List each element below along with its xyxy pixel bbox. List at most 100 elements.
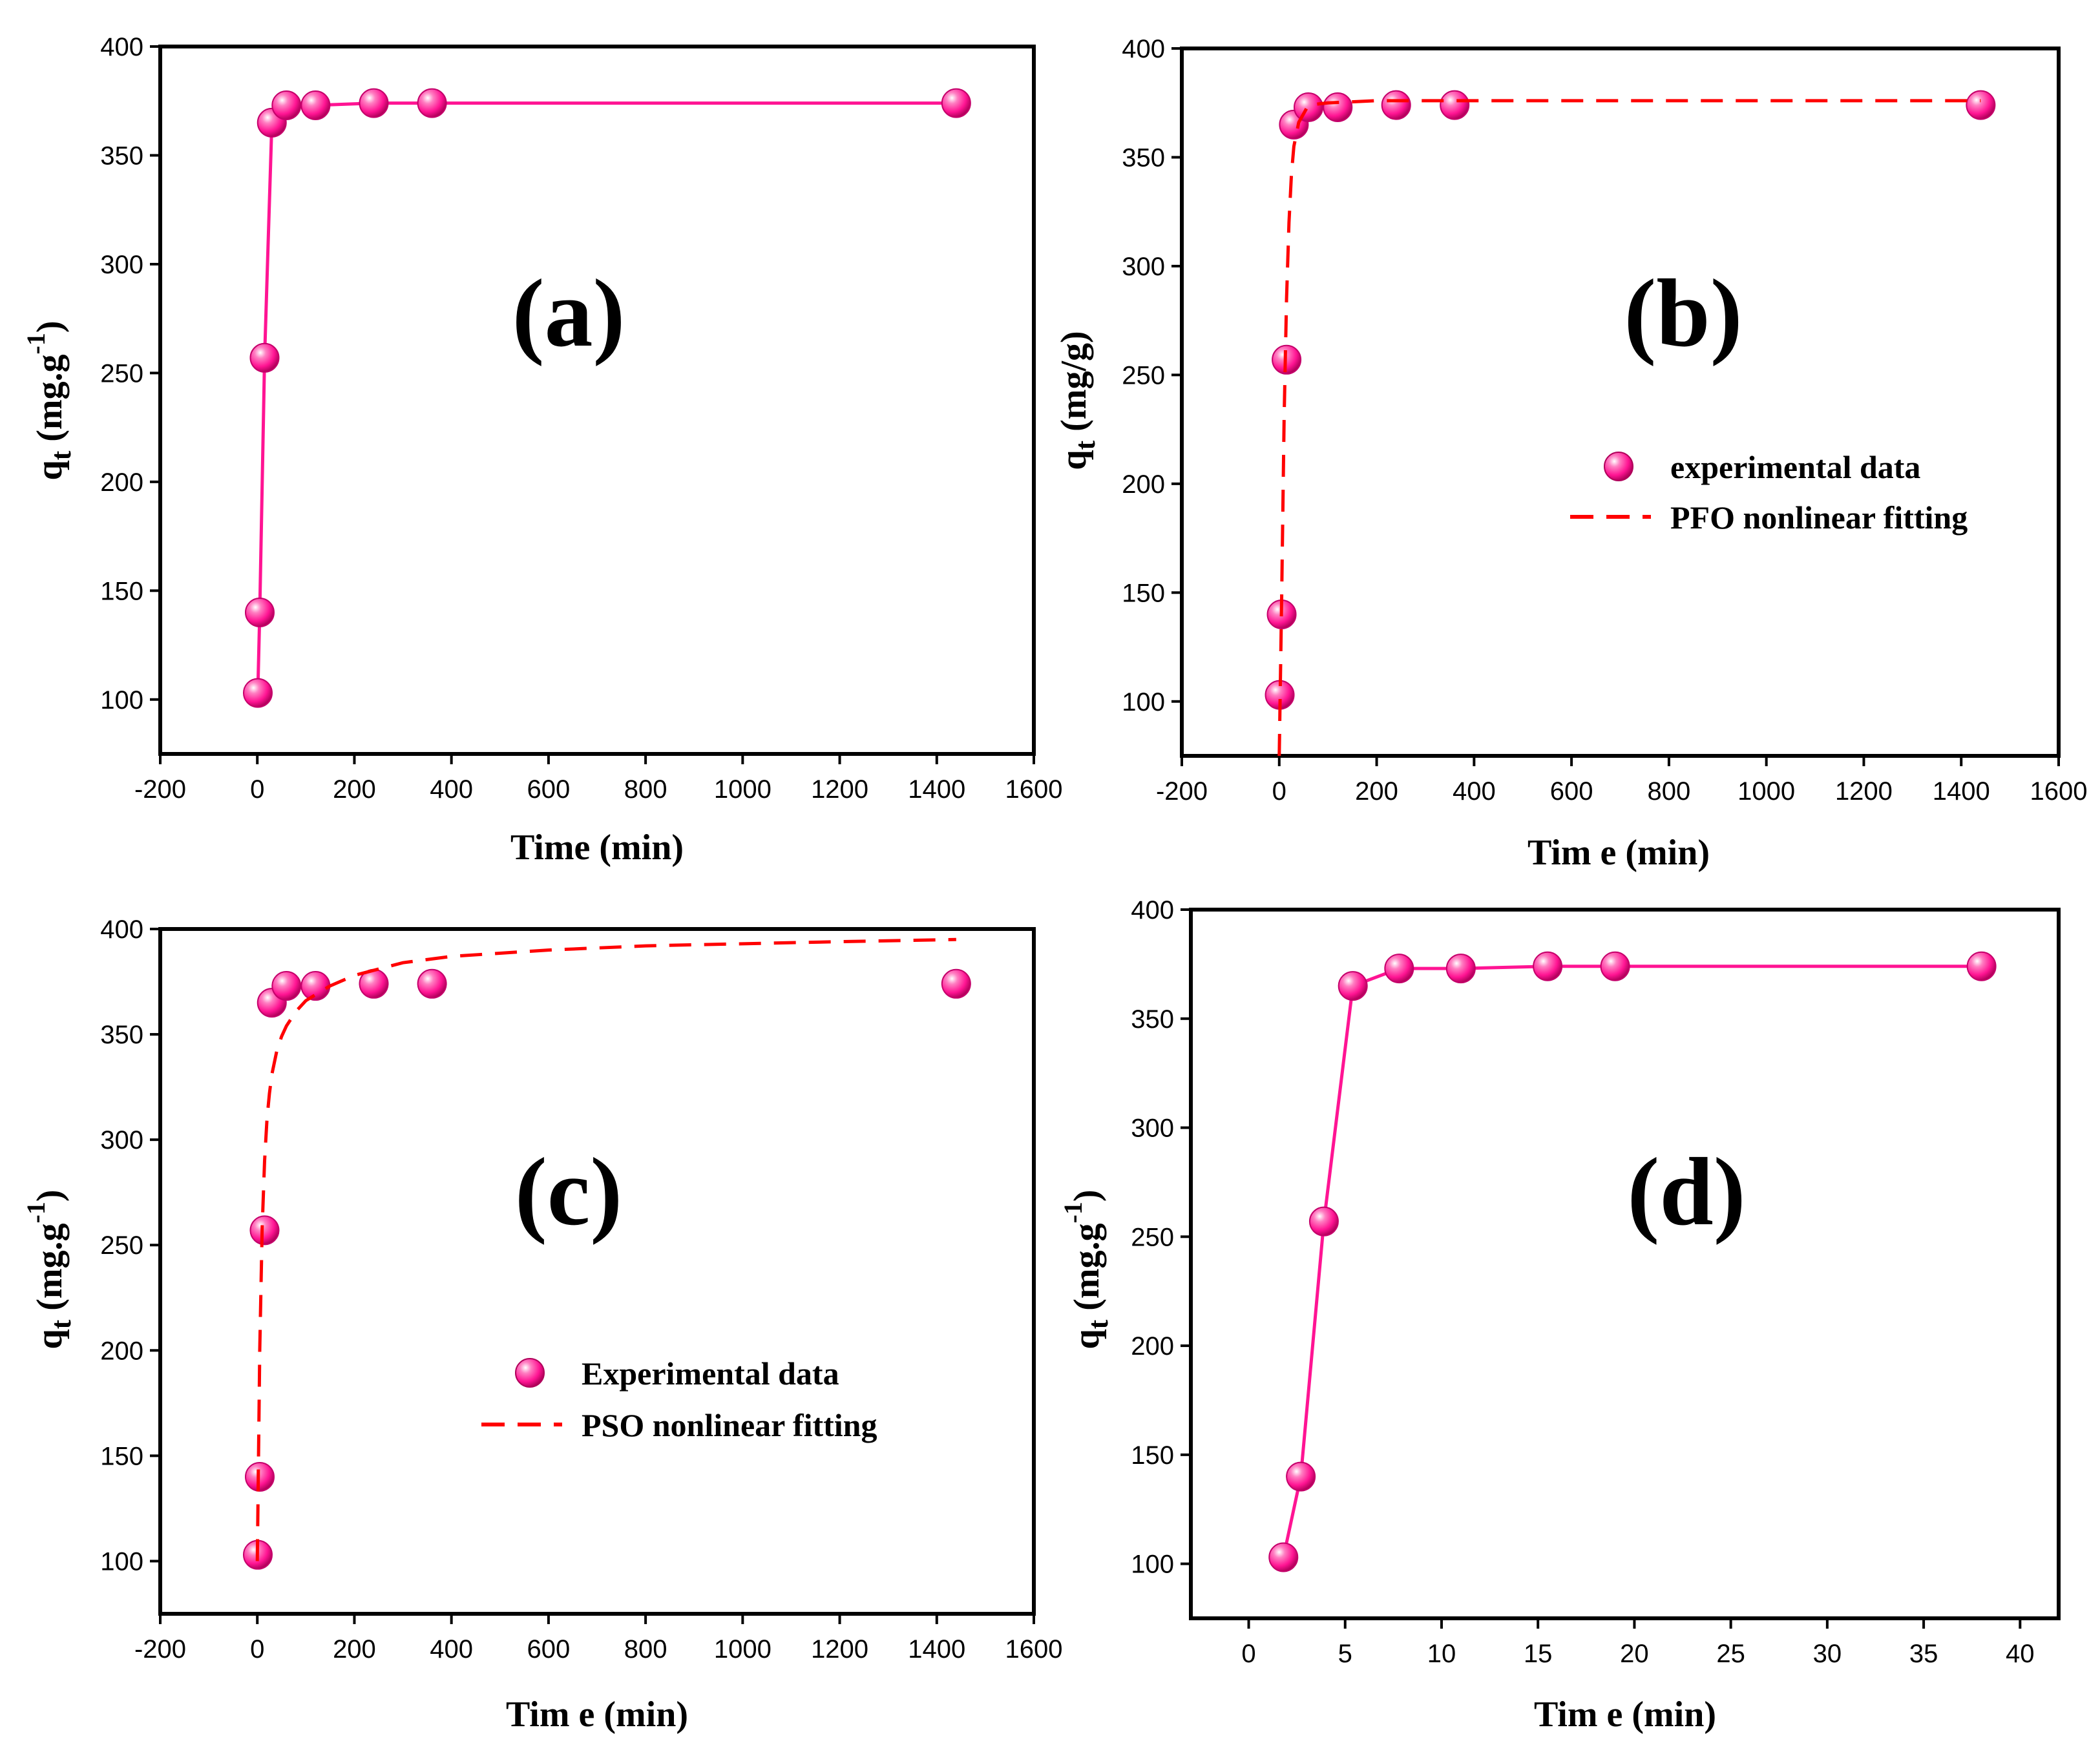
data-point bbox=[417, 968, 447, 999]
y-tick-label: 100 bbox=[1122, 688, 1165, 716]
data-point bbox=[359, 88, 389, 118]
x-tick-label: 800 bbox=[1648, 777, 1691, 806]
x-tick-group: -200 0 200 400 600 800 1000 1200 1400 1600 bbox=[1156, 756, 2087, 806]
y-tick-group: 100 150 200 250 300 350 400 bbox=[1131, 896, 1191, 1579]
x-tick-label: 1200 bbox=[811, 775, 868, 804]
x-tick-label: 0 bbox=[250, 1635, 264, 1664]
panel-label: (a) bbox=[512, 260, 625, 367]
y-tick-label: 150 bbox=[1131, 1441, 1174, 1470]
data-point bbox=[1966, 951, 1997, 981]
ylabel-sub: t bbox=[1082, 1319, 1114, 1329]
data-point bbox=[1445, 954, 1476, 984]
data-point bbox=[249, 1215, 280, 1246]
x-tick-label: 1000 bbox=[714, 1635, 772, 1664]
data-point bbox=[249, 342, 280, 373]
x-axis-title: Tim e (min) bbox=[1534, 1695, 1716, 1735]
x-tick-label: -200 bbox=[1156, 777, 1208, 806]
data-point bbox=[1381, 90, 1411, 120]
y-tick-label: 300 bbox=[1122, 253, 1165, 281]
panel-label: (d) bbox=[1627, 1138, 1745, 1246]
y-tick-label: 200 bbox=[1131, 1332, 1174, 1361]
legend: Experimental data PSO nonlinear fitting bbox=[481, 1355, 877, 1443]
data-point bbox=[244, 598, 275, 627]
y-axis-title: qt (mg.g-1) bbox=[1058, 1189, 1114, 1349]
data-point bbox=[941, 968, 971, 999]
ylabel-sup: -1 bbox=[21, 1202, 50, 1223]
y-tick-label: 350 bbox=[1131, 1005, 1174, 1034]
y-tick-label: 300 bbox=[1131, 1114, 1174, 1143]
series-line bbox=[1281, 965, 1982, 1558]
x-tick-label: 400 bbox=[1453, 777, 1496, 806]
y-tick-label: 100 bbox=[100, 686, 143, 715]
ylabel-close: ) bbox=[30, 320, 70, 333]
data-point bbox=[1966, 90, 1996, 120]
y-tick-label: 100 bbox=[100, 1547, 143, 1576]
plot-frame bbox=[158, 45, 1036, 756]
fit-curve bbox=[255, 937, 956, 1561]
x-tick-label: 1400 bbox=[1933, 777, 1990, 806]
x-tick-label: 0 bbox=[1241, 1640, 1255, 1668]
ylabel-main: q bbox=[1067, 1329, 1107, 1349]
ylabel-close: ) bbox=[30, 1189, 70, 1202]
ylabel-unit: (mg.g bbox=[30, 354, 70, 441]
y-tick-label: 300 bbox=[100, 251, 143, 279]
x-tick-label: 1000 bbox=[1738, 777, 1795, 806]
x-tick-label: 1200 bbox=[1835, 777, 1893, 806]
panel-d: 0 5 10 15 20 25 30 35 40 100 150 200 250 300 350 400 (… bbox=[1058, 896, 2061, 1735]
data-point bbox=[1533, 951, 1563, 981]
legend-marker bbox=[1604, 452, 1633, 481]
x-axis-title: Tim e (min) bbox=[1528, 833, 1710, 873]
legend-label-pso: PSO nonlinear fitting bbox=[582, 1407, 877, 1443]
ylabel-unit: (mg.g bbox=[1067, 1223, 1107, 1310]
y-tick-label: 150 bbox=[100, 577, 143, 605]
x-tick-label: -200 bbox=[134, 1635, 186, 1664]
ylabel-close: ) bbox=[1067, 1189, 1107, 1202]
x-tick-label: 0 bbox=[250, 775, 264, 804]
panel-b: -200 0 200 400 600 800 1000 1200 1400 1600 100 150… bbox=[1054, 35, 2087, 873]
x-tick-label: 200 bbox=[333, 775, 376, 804]
x-tick-label: 800 bbox=[624, 1635, 667, 1664]
data-point bbox=[1294, 92, 1324, 122]
y-tick-label: 350 bbox=[100, 141, 143, 170]
data-point bbox=[300, 90, 331, 120]
x-tick-label: 200 bbox=[1355, 777, 1398, 806]
x-tick-label: 800 bbox=[624, 775, 667, 804]
ylabel-main: q bbox=[30, 460, 70, 480]
x-tick-label: 30 bbox=[1813, 1640, 1842, 1668]
data-point bbox=[1600, 951, 1630, 981]
data-marks bbox=[242, 88, 971, 708]
data-point bbox=[1286, 1461, 1316, 1492]
ylabel-sub: t bbox=[45, 450, 77, 460]
x-tick-label: 400 bbox=[430, 775, 473, 804]
ylabel-unit: (mg/g) bbox=[1054, 331, 1094, 432]
ylabel-unit: (mg.g bbox=[30, 1223, 70, 1310]
x-tick-label: 200 bbox=[333, 1635, 376, 1664]
y-tick-label: 250 bbox=[1131, 1223, 1174, 1251]
ylabel-sub: t bbox=[45, 1319, 77, 1329]
x-tick-label: 15 bbox=[1524, 1640, 1553, 1668]
y-axis-title: qt (mg.g-1) bbox=[21, 320, 77, 480]
x-tick-label: 600 bbox=[527, 775, 571, 804]
y-tick-label: 350 bbox=[100, 1021, 143, 1049]
x-tick-label: 1600 bbox=[1005, 775, 1063, 804]
x-tick-group: -200 0 200 400 600 800 1000 1200 1400 1600 bbox=[134, 754, 1063, 804]
y-tick-group: 100 150 200 250 300 350 400 bbox=[1122, 35, 1182, 716]
data-point bbox=[242, 678, 273, 708]
x-tick-label: 10 bbox=[1427, 1640, 1456, 1668]
x-tick-label: -200 bbox=[134, 775, 186, 804]
y-tick-label: 200 bbox=[100, 1337, 143, 1365]
ylabel-main: q bbox=[30, 1329, 70, 1349]
plot-frame bbox=[1180, 47, 2061, 758]
data-point bbox=[1323, 92, 1353, 122]
x-tick-label: 35 bbox=[1909, 1640, 1938, 1668]
x-tick-label: 1000 bbox=[714, 775, 772, 804]
y-tick-group: 100 150 200 250 300 350 400 bbox=[100, 915, 160, 1576]
x-tick-label: 5 bbox=[1338, 1640, 1352, 1668]
data-point bbox=[1268, 1542, 1299, 1572]
x-tick-label: 40 bbox=[2006, 1640, 2035, 1668]
y-tick-label: 300 bbox=[100, 1126, 143, 1154]
y-tick-label: 200 bbox=[100, 468, 143, 497]
y-tick-label: 400 bbox=[100, 33, 143, 61]
data-point bbox=[1384, 954, 1414, 984]
x-tick-group: -200 0 200 400 600 800 1000 1200 1400 1600 bbox=[134, 1614, 1062, 1664]
